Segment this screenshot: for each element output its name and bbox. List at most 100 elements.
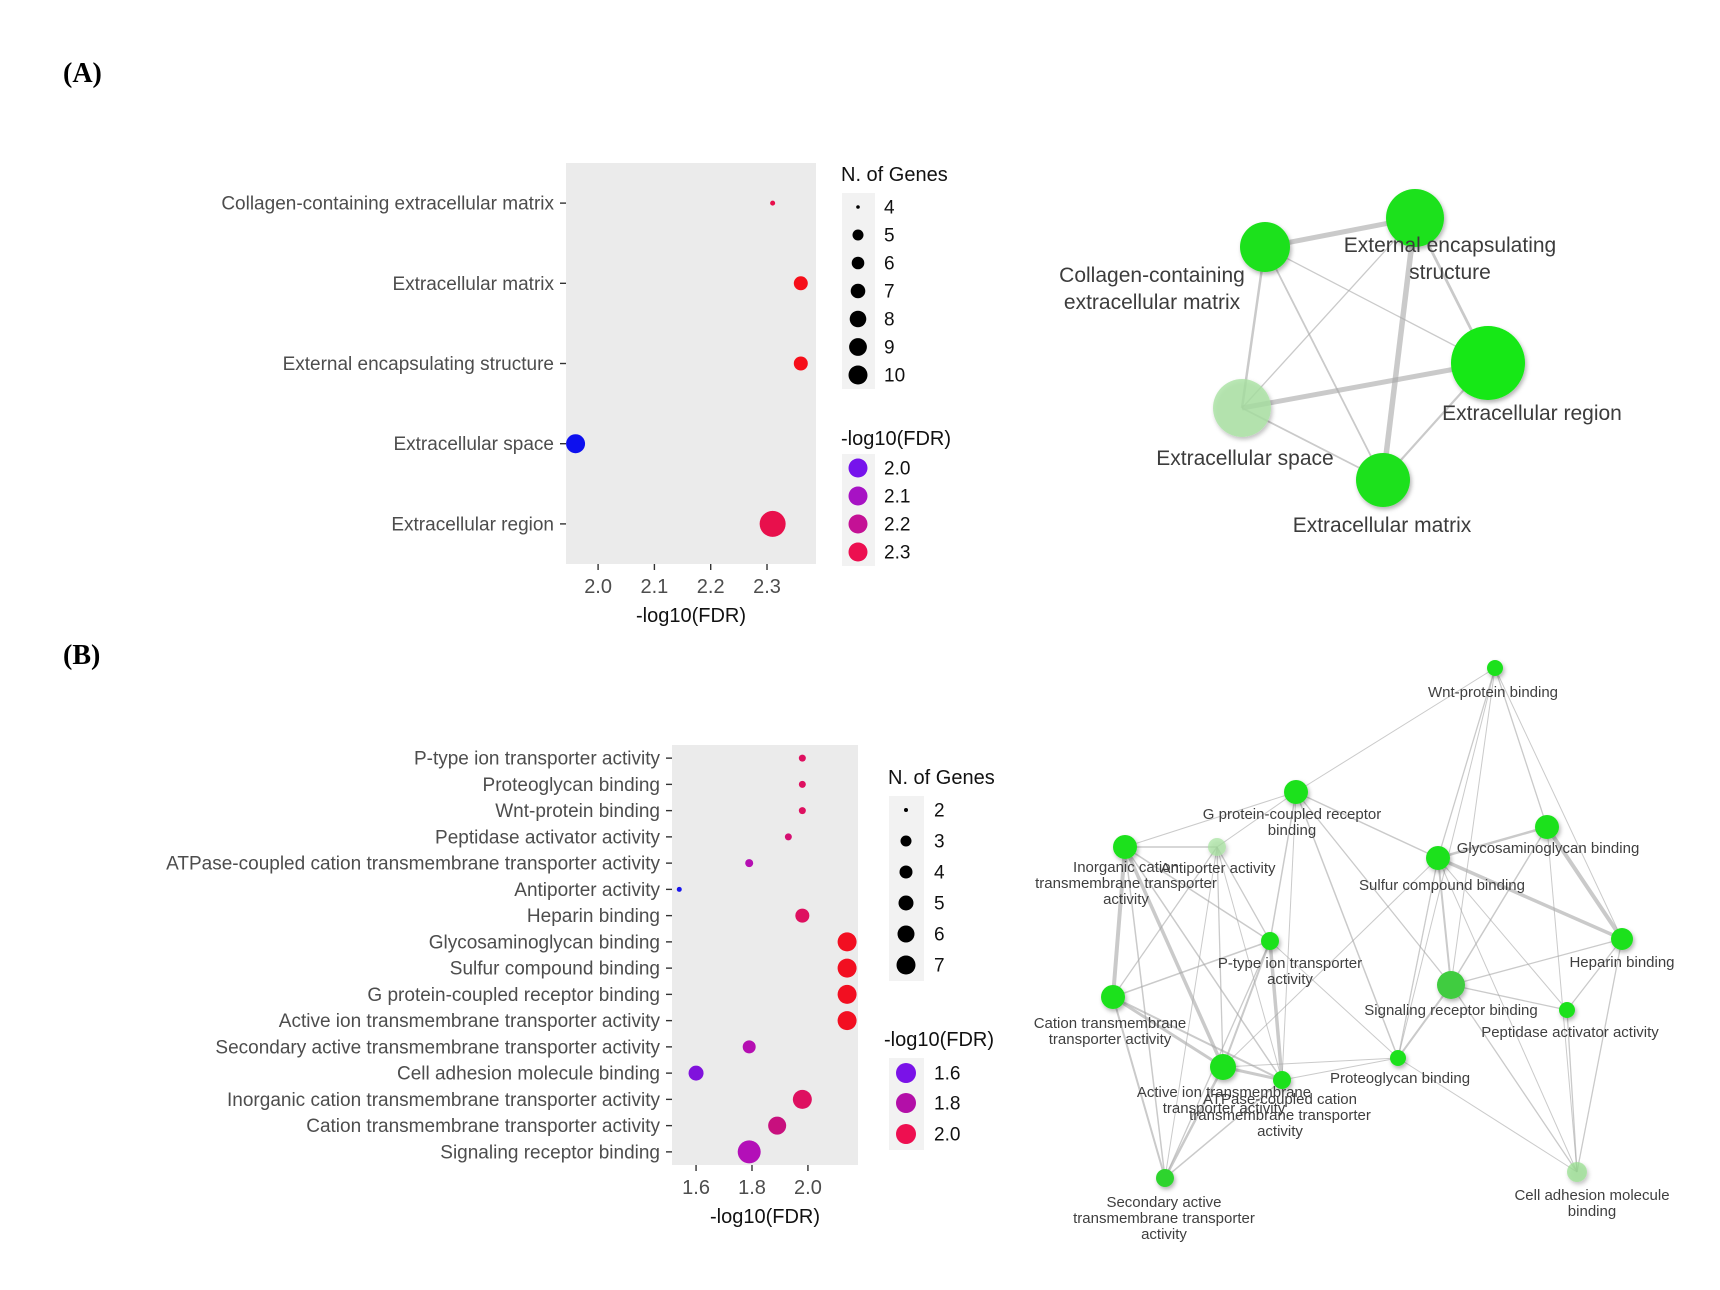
network-edge [1164, 846, 1218, 1179]
network-edge [1397, 1057, 1578, 1173]
network-edge [1437, 856, 1623, 941]
dotplot-a: Collagen-containing extracellular matrix… [221, 163, 951, 627]
dot-point [737, 1140, 761, 1164]
x-axis-title: -log10(FDR) [710, 1206, 820, 1228]
network-edge [1269, 791, 1297, 942]
legend-key-strip [889, 796, 924, 981]
category-label: G protein-coupled receptor binding [367, 985, 660, 1006]
legend-key-dot [856, 205, 860, 209]
network-edge [1222, 1057, 1399, 1068]
legend-key-label: 2.1 [884, 487, 910, 508]
network-edge [1295, 791, 1439, 859]
category-label: Signaling receptor binding [440, 1142, 660, 1163]
x-tick-label: 2.1 [640, 576, 668, 598]
category-label: Secondary active transmembrane transport… [215, 1037, 660, 1058]
network-edge [1111, 846, 1127, 998]
network-edge [1450, 826, 1548, 986]
legend-key-dot [848, 542, 868, 562]
network-node [1113, 835, 1137, 859]
network-node [1213, 379, 1271, 437]
panel-a-label: (A) [63, 58, 102, 89]
dot-point [837, 958, 857, 978]
legend-key-label: 5 [884, 226, 895, 247]
legend-key-dot [899, 865, 913, 879]
legend-title: N. of Genes [888, 767, 995, 789]
network-node-label: Cell adhesion molecule binding [1514, 1187, 1669, 1220]
network-edge [1112, 996, 1283, 1081]
dot-point [688, 1065, 704, 1081]
network-edge [1124, 791, 1297, 848]
dot-point [768, 1116, 787, 1135]
network-edge [1437, 667, 1496, 859]
network-edge [1241, 360, 1489, 411]
network-edge [1112, 846, 1218, 998]
category-label: ATPase-coupled cation transmembrane tran… [166, 854, 660, 875]
network-edge [1566, 1009, 1578, 1173]
legend-title: -log10(FDR) [841, 428, 951, 450]
dot-point [793, 356, 808, 371]
legend-key-dot [851, 256, 865, 270]
network-edge [1281, 791, 1297, 1081]
network-edge [1437, 825, 1548, 860]
dot-point [837, 932, 857, 952]
legend-key-label: 2.0 [934, 1125, 960, 1146]
network-node [1386, 189, 1444, 247]
network-node-label: Sulfur compound binding [1359, 877, 1525, 894]
network-edge [1216, 846, 1224, 1068]
network-edge [1112, 996, 1166, 1179]
network-edge [1566, 938, 1623, 1011]
legend-key-dot [897, 925, 915, 943]
network-b: Wnt-protein binding G protein-coupled rec… [1034, 660, 1675, 1243]
network-node [1390, 1050, 1406, 1066]
legend-title: -log10(FDR) [884, 1029, 994, 1051]
network-edge [1437, 857, 1578, 1173]
legend-key-dot [900, 835, 912, 847]
legend-key-label: 2.2 [884, 515, 910, 536]
legend-key-label: 6 [934, 925, 945, 946]
dot-point [837, 1011, 857, 1031]
dot-point [676, 886, 682, 892]
dot-point [770, 200, 776, 206]
legend-key-dot [848, 365, 868, 385]
network-node [1611, 928, 1633, 950]
legend-key-label: 3 [934, 832, 945, 853]
network-edge [1124, 846, 1283, 1081]
dot-point [566, 434, 586, 454]
network-node [1273, 1071, 1291, 1089]
network-node-label: Extracellular space [1156, 447, 1333, 470]
network-node [1567, 1162, 1587, 1182]
category-label: Active ion transmembrane transporter act… [279, 1011, 661, 1032]
x-axis-title: -log10(FDR) [636, 605, 746, 627]
legend-key-label: 1.8 [934, 1094, 960, 1115]
legend-title: N. of Genes [841, 164, 948, 186]
network-node [1437, 971, 1465, 999]
network-node-label: Glycosaminoglycan binding [1457, 840, 1640, 857]
network-edge [1112, 940, 1271, 998]
network-edge [1222, 857, 1439, 1068]
x-tick-label: 1.6 [682, 1177, 710, 1199]
network-node [1156, 1169, 1174, 1187]
network-edge [1163, 1066, 1225, 1179]
network-node [1451, 326, 1525, 400]
legend-key-dot [852, 229, 864, 241]
dot-point [798, 754, 806, 762]
network-node-label: Secondary active transmembrane transporte… [1073, 1194, 1255, 1243]
legend-key-label: 1.6 [934, 1064, 960, 1085]
network-node-label: Heparin binding [1569, 954, 1674, 971]
network-node-label: Peptidase activator activity [1481, 1024, 1659, 1041]
legend-key-label: 7 [884, 282, 895, 303]
network-node-label: Extracellular matrix [1293, 514, 1472, 537]
network-edge [1576, 938, 1623, 1173]
legend-key-label: 9 [884, 338, 895, 359]
network-node [1426, 846, 1450, 870]
legend-key-label: 6 [884, 254, 895, 275]
category-label: Glycosaminoglycan binding [429, 932, 660, 953]
network-edge [1397, 984, 1452, 1059]
legend-key-dot [850, 283, 866, 299]
legend-key-dot [896, 1063, 916, 1083]
dotplot-b: P-type ion transporter activity Proteogly… [166, 745, 995, 1228]
dot-point [798, 807, 806, 815]
legend-key-dot [896, 1124, 916, 1144]
network-edge [1546, 826, 1578, 1173]
